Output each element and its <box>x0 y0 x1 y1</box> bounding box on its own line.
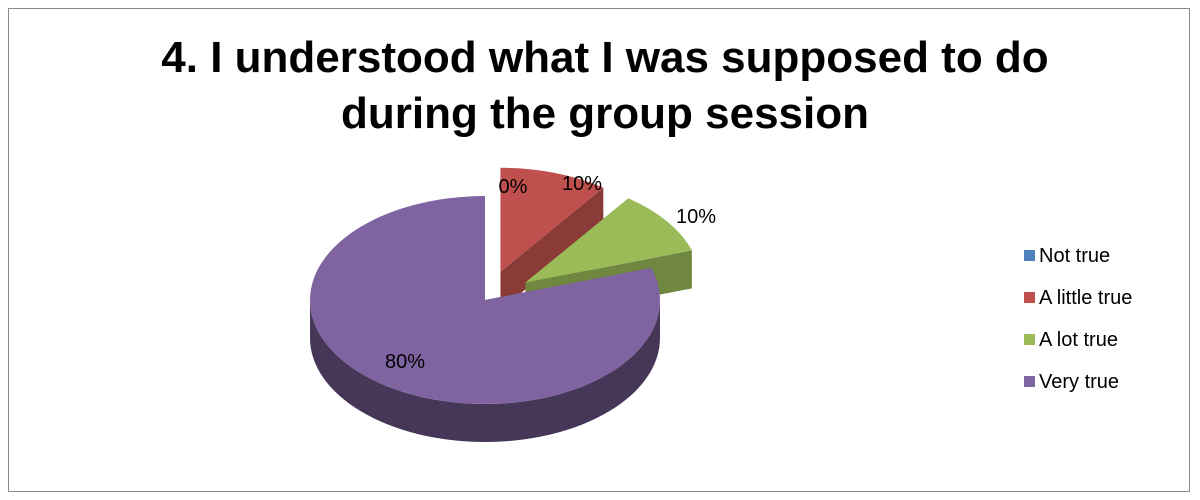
data-label-a-little-true: 10% <box>562 173 602 195</box>
legend-swatch-not-true <box>1024 250 1035 261</box>
legend-swatch-a-lot-true <box>1024 334 1035 345</box>
legend-label-very-true: Very true <box>1039 371 1120 393</box>
legend-label-a-little-true: A little true <box>1039 287 1133 309</box>
pie-slice-a-little-true <box>500 167 604 310</box>
legend-label-not-true: Not true <box>1039 245 1111 267</box>
data-label-very-true: 80% <box>385 351 425 373</box>
chart-title-line-1: 4. I understood what I was supposed to d… <box>161 33 1049 82</box>
data-label-not-true: 0% <box>499 176 528 198</box>
legend-swatch-a-little-true <box>1024 292 1035 303</box>
pie-slice-very-true <box>310 196 660 442</box>
chart-title: 4. I understood what I was supposed to d… <box>0 30 1200 142</box>
chart-title-line-2: during the group session <box>340 89 870 138</box>
legend-label-a-lot-true: A lot true <box>1039 329 1118 351</box>
legend-swatch-very-true <box>1024 376 1035 387</box>
data-label-a-lot-true: 10% <box>676 206 716 228</box>
